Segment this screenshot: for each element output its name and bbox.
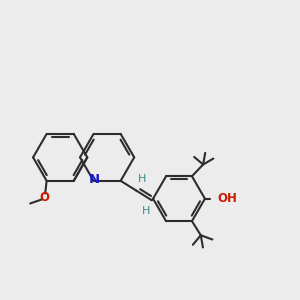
Text: H: H: [141, 206, 150, 216]
Text: N: N: [88, 173, 100, 186]
Text: H: H: [138, 174, 146, 184]
Text: O: O: [39, 190, 49, 203]
Text: OH: OH: [217, 192, 237, 205]
